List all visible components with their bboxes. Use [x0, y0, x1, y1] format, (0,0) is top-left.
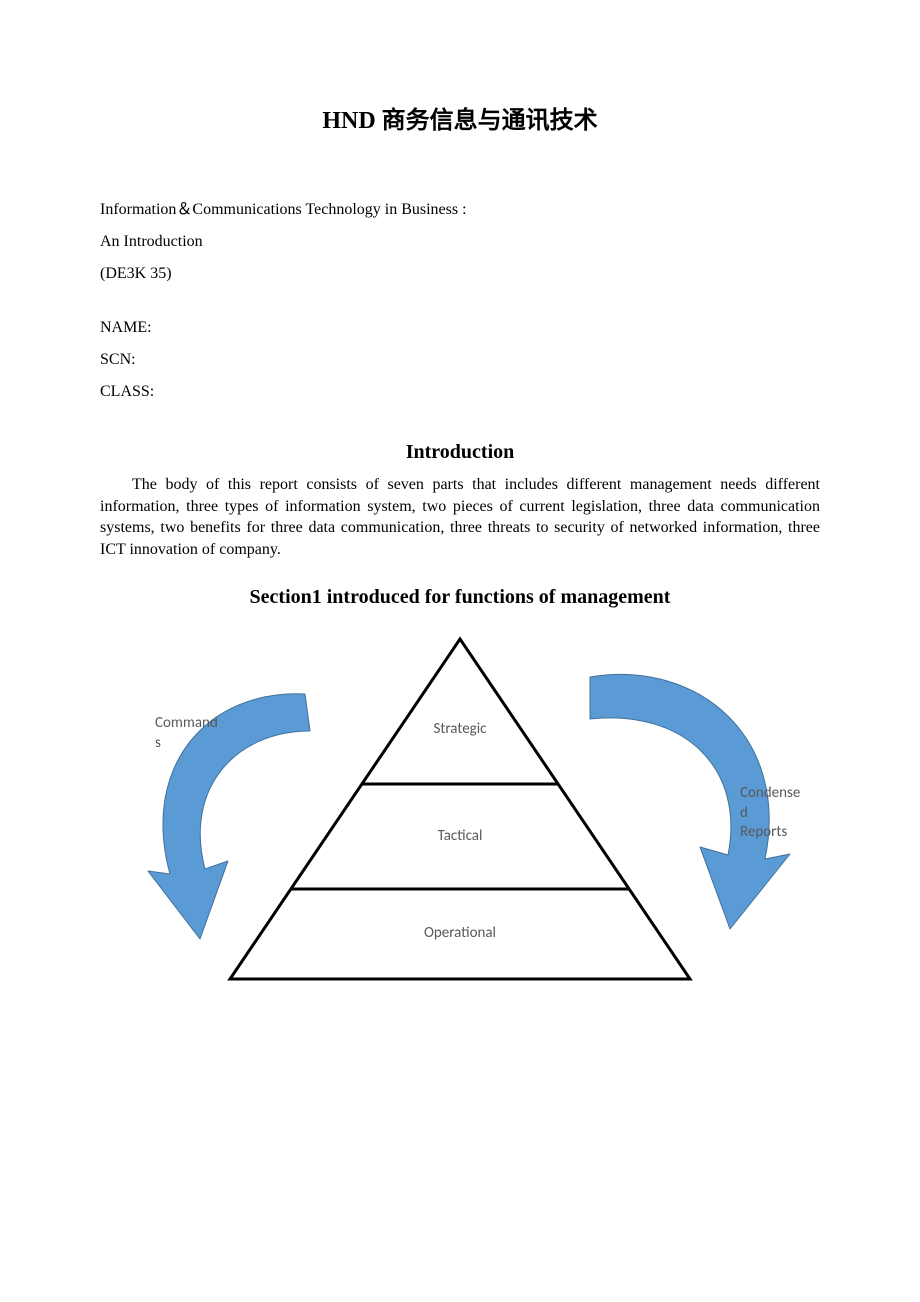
- right-arrow-label-line3: Reports: [740, 823, 787, 841]
- course-line-2: An Introduction: [100, 233, 820, 251]
- page-title: HND 商务信息与通讯技术: [100, 100, 820, 135]
- left-arrow-label-line2: s: [155, 734, 161, 752]
- scn-field-label: SCN:: [100, 351, 820, 369]
- pyramid-svg: [100, 619, 820, 1019]
- left-arrow-label: Command s: [155, 714, 218, 753]
- pyramid-level-operational: Operational: [390, 924, 530, 942]
- name-field-label: NAME:: [100, 319, 820, 337]
- pyramid-level-strategic: Strategic: [390, 720, 530, 738]
- info-block: Information＆Communications Technology in…: [100, 195, 820, 401]
- pyramid-level-tactical: Tactical: [390, 827, 530, 845]
- right-arrow-label-line1: Condense: [740, 784, 800, 802]
- section1-heading: Section1 introduced for functions of man…: [100, 586, 820, 609]
- introduction-body: The body of this report consists of seve…: [100, 474, 820, 560]
- course-line-1: Information＆Communications Technology in…: [100, 195, 820, 219]
- left-arrow-label-line1: Command: [155, 714, 218, 732]
- right-arrow-label-line2: d: [740, 804, 748, 822]
- management-pyramid-diagram: Strategic Tactical Operational Command s…: [100, 619, 820, 1019]
- introduction-heading: Introduction: [100, 441, 820, 464]
- class-field-label: CLASS:: [100, 383, 820, 401]
- course-code: (DE3K 35): [100, 265, 820, 283]
- right-arrow-label: Condense d Reports: [740, 784, 800, 843]
